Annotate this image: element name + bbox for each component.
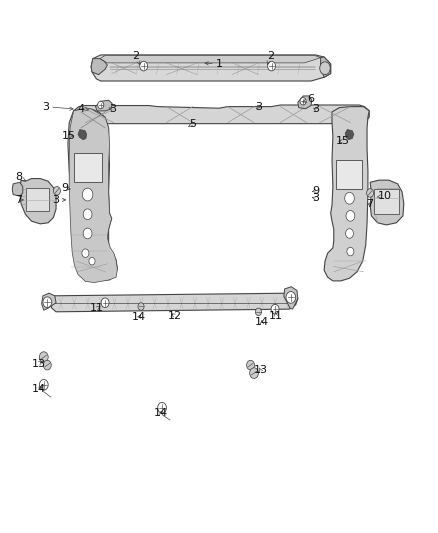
- Text: 3: 3: [53, 195, 66, 205]
- Polygon shape: [321, 57, 331, 77]
- Text: 14: 14: [255, 318, 269, 327]
- Circle shape: [39, 379, 48, 390]
- Circle shape: [82, 249, 89, 257]
- Polygon shape: [370, 180, 404, 225]
- Text: 11: 11: [90, 303, 104, 313]
- Circle shape: [89, 257, 95, 265]
- Text: 7: 7: [367, 199, 374, 209]
- Text: 3: 3: [255, 102, 262, 111]
- Polygon shape: [50, 293, 298, 312]
- Circle shape: [268, 61, 276, 71]
- Polygon shape: [74, 105, 369, 124]
- Text: 2: 2: [267, 51, 274, 64]
- Circle shape: [346, 211, 355, 221]
- Bar: [74, 153, 102, 182]
- Circle shape: [250, 368, 258, 378]
- Circle shape: [346, 229, 353, 238]
- Text: 13: 13: [254, 366, 268, 375]
- Text: 11: 11: [269, 311, 283, 320]
- Circle shape: [320, 62, 330, 75]
- Circle shape: [43, 360, 51, 370]
- Circle shape: [101, 298, 109, 308]
- Circle shape: [83, 228, 92, 239]
- Polygon shape: [100, 55, 321, 63]
- Text: 1: 1: [205, 59, 223, 69]
- Text: 3: 3: [312, 193, 319, 203]
- Bar: [336, 160, 362, 189]
- Bar: [374, 189, 399, 214]
- Circle shape: [271, 304, 279, 314]
- Circle shape: [247, 360, 254, 370]
- Circle shape: [347, 247, 354, 256]
- Polygon shape: [42, 293, 56, 310]
- Bar: [26, 188, 49, 211]
- Polygon shape: [91, 59, 107, 75]
- Text: 4: 4: [78, 104, 88, 114]
- Text: 14: 14: [32, 384, 46, 394]
- Polygon shape: [324, 107, 369, 281]
- Text: 13: 13: [32, 359, 46, 368]
- Polygon shape: [91, 55, 331, 81]
- Text: 3: 3: [312, 104, 319, 114]
- Text: 15: 15: [336, 136, 350, 146]
- Circle shape: [140, 61, 148, 71]
- Text: 8: 8: [15, 172, 25, 182]
- Circle shape: [286, 292, 296, 303]
- Polygon shape: [95, 100, 112, 111]
- Text: 15: 15: [62, 131, 76, 141]
- Text: 3: 3: [109, 104, 117, 114]
- Text: 5: 5: [189, 119, 196, 128]
- Circle shape: [367, 189, 374, 197]
- Text: 2: 2: [132, 51, 140, 64]
- Polygon shape: [69, 108, 117, 282]
- Circle shape: [345, 192, 354, 204]
- Circle shape: [300, 98, 306, 105]
- Circle shape: [43, 297, 52, 308]
- Circle shape: [98, 101, 104, 109]
- Circle shape: [255, 308, 261, 316]
- Text: 9: 9: [312, 186, 319, 196]
- Text: 12: 12: [168, 311, 182, 321]
- Polygon shape: [12, 182, 23, 196]
- Circle shape: [83, 209, 92, 220]
- Text: 14: 14: [154, 408, 168, 418]
- Text: 10: 10: [377, 191, 392, 200]
- Polygon shape: [298, 96, 312, 109]
- Text: 6: 6: [303, 94, 314, 103]
- Polygon shape: [20, 179, 56, 224]
- Circle shape: [82, 188, 93, 201]
- Circle shape: [138, 303, 144, 310]
- Text: 3: 3: [42, 102, 73, 111]
- Text: 7: 7: [15, 195, 23, 205]
- Text: 9: 9: [61, 183, 70, 193]
- Polygon shape: [345, 130, 354, 140]
- Circle shape: [39, 352, 48, 362]
- Polygon shape: [78, 130, 87, 140]
- Text: 14: 14: [132, 312, 146, 322]
- Polygon shape: [68, 109, 117, 280]
- Circle shape: [158, 402, 166, 413]
- Polygon shape: [284, 287, 298, 309]
- Circle shape: [53, 187, 60, 195]
